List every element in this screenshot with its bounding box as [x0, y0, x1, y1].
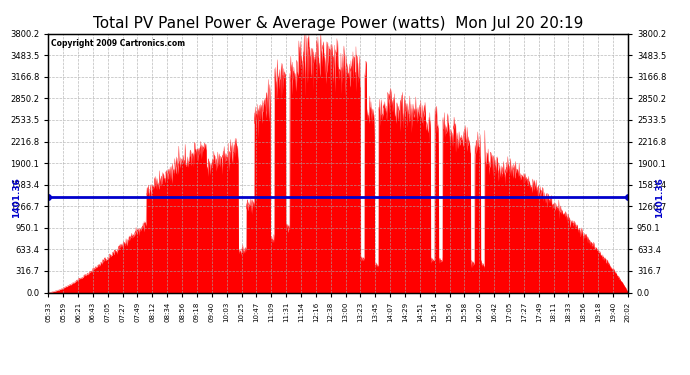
Text: 1401.36: 1401.36 [12, 177, 21, 218]
Title: Total PV Panel Power & Average Power (watts)  Mon Jul 20 20:19: Total PV Panel Power & Average Power (wa… [93, 16, 583, 31]
Text: Copyright 2009 Cartronics.com: Copyright 2009 Cartronics.com [51, 39, 186, 48]
Text: 1401.36: 1401.36 [656, 177, 664, 218]
